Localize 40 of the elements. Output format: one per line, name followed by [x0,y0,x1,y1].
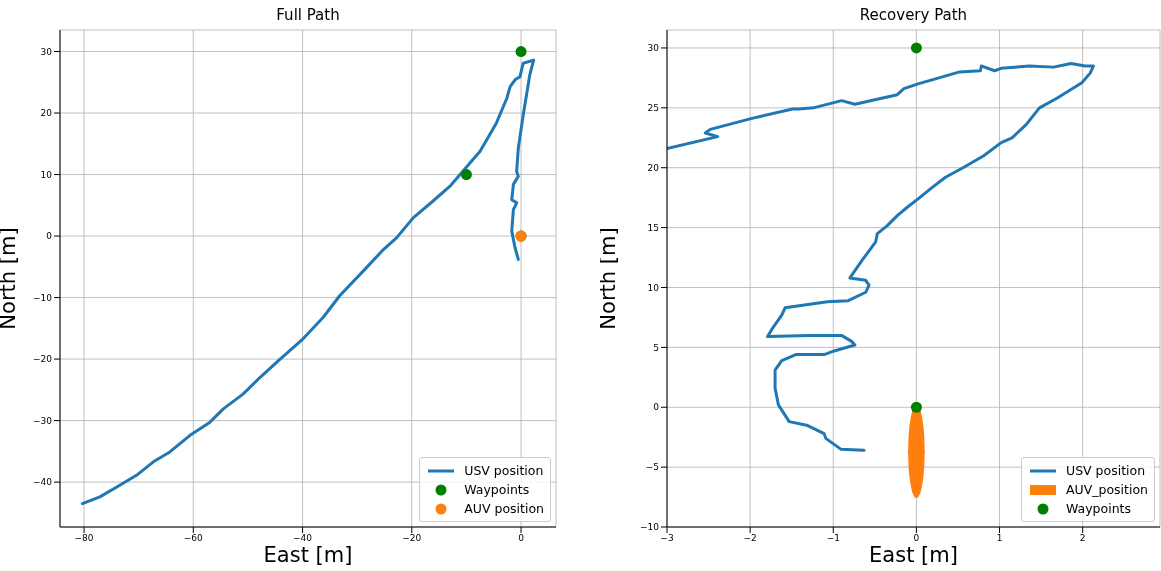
legend-label: Waypoints [1065,500,1131,518]
y-tick-label: 30 [40,46,53,57]
x-tick-label: −40 [293,533,313,544]
legend-label: Waypoints [464,481,530,499]
y-tick-label: 15 [647,222,659,233]
x-tick-label: 0 [518,533,525,544]
chart-title: Recovery Path [858,6,969,24]
y-tick-label: 0 [653,402,660,413]
legend-label: USV position [1065,462,1146,480]
x-tick-label: 0 [913,533,920,544]
y-tick-label: 20 [40,108,53,119]
y-tick-label: −10 [33,292,53,303]
y-axis-title: North [m] [596,227,621,330]
x-tick-label: −3 [660,533,674,544]
y-tick-label: 20 [647,162,660,173]
y-tick-label: 25 [647,103,659,114]
y-tick-label: −40 [33,477,53,488]
y-axis-title: North [m] [0,227,21,330]
y-tick-label: 10 [647,282,660,293]
y-tick-label: −20 [33,354,53,365]
y-tick-label: −10 [640,522,660,533]
x-tick-label: −20 [402,533,422,544]
y-tick-label: 5 [653,342,659,353]
legend-label: AUV_position [1065,481,1148,499]
y-tick-label: −30 [33,415,53,426]
legend-label: AUV position [464,500,544,518]
x-tick-label: −60 [183,533,204,544]
y-tick-label: 10 [40,169,53,180]
legend-label: USV position [464,462,544,480]
chart-title: Full Path [275,6,341,24]
x-tick-label: −1 [826,533,840,544]
x-axis-title: East [m] [263,543,353,567]
x-tick-label: −2 [743,533,757,544]
x-axis-title: East [m] [869,543,958,567]
y-tick-label: 30 [647,43,660,54]
x-tick-label: −80 [74,533,94,544]
y-tick-label: −5 [645,462,659,473]
x-tick-label: 2 [1079,533,1086,544]
y-tick-label: 0 [46,231,53,242]
x-tick-label: 1 [996,533,1003,544]
